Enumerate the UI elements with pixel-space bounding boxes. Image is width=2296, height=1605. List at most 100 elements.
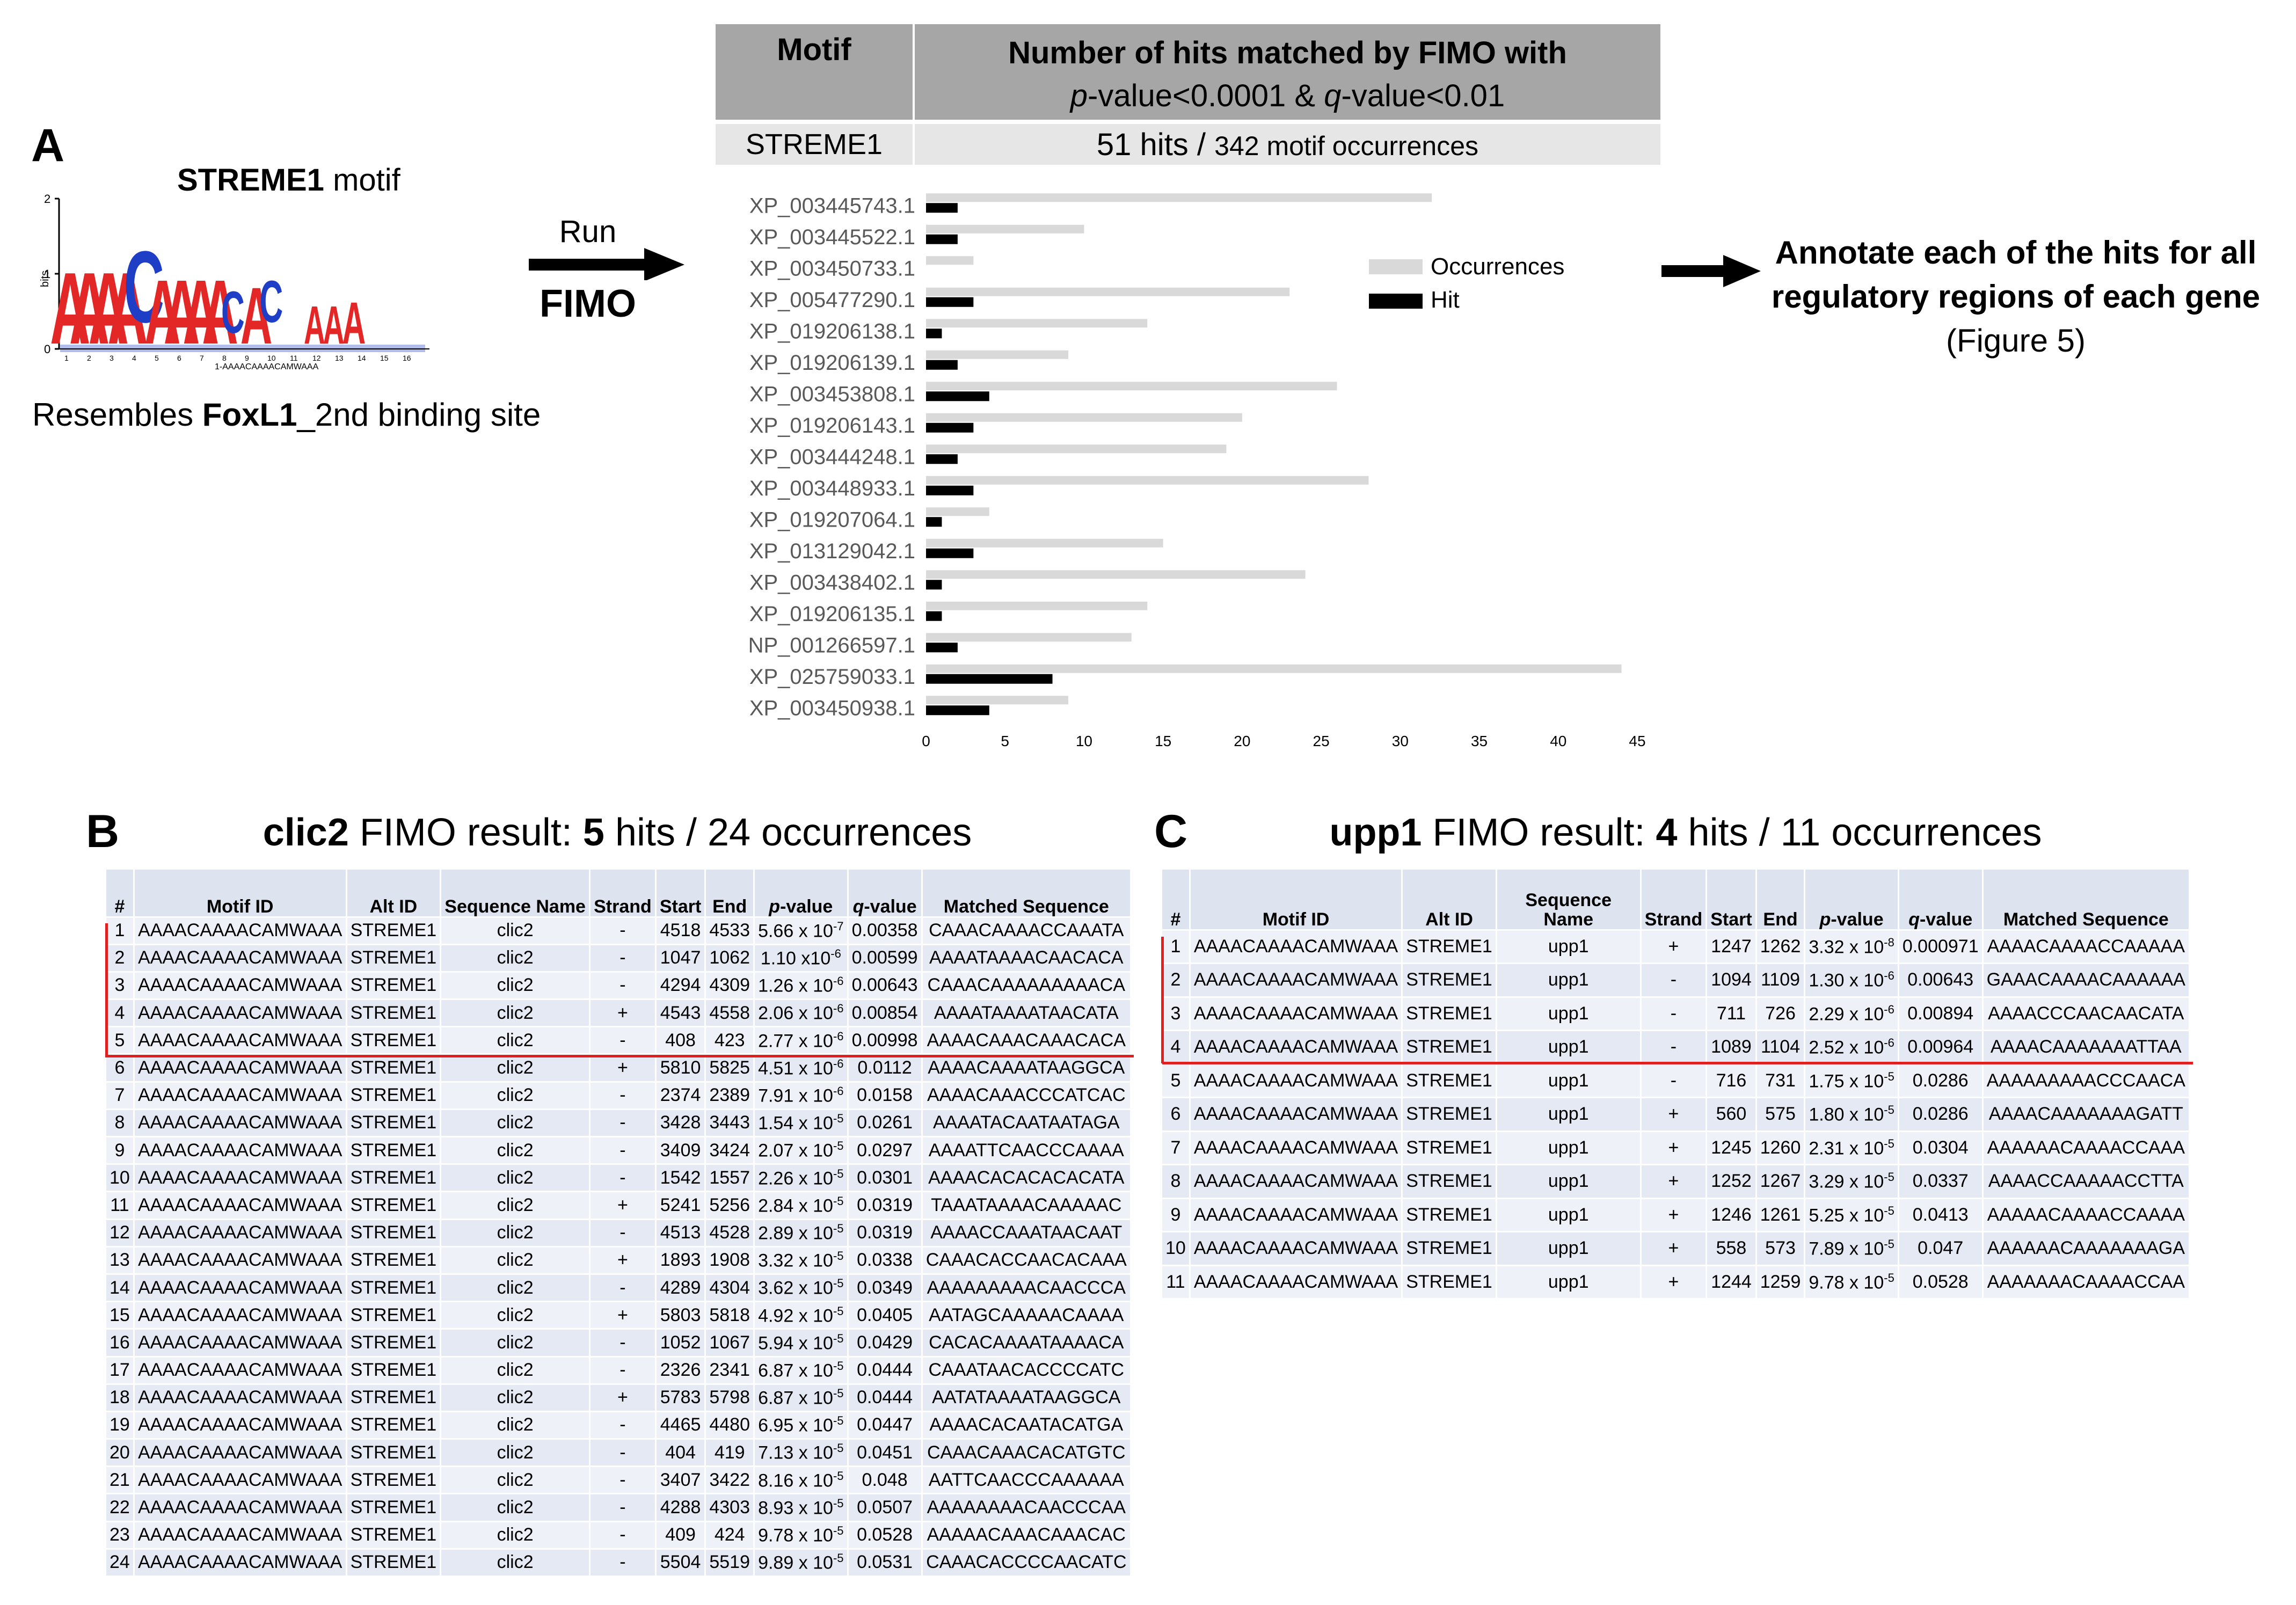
- table-cell: -: [589, 1082, 657, 1110]
- table-cell: AAAACAAAACAMWAAA: [134, 917, 347, 945]
- table-cell: clic2: [440, 1246, 591, 1275]
- table-cell: clic2: [440, 1274, 591, 1303]
- table-cell: 9.89 x 10-5: [754, 1549, 849, 1578]
- logo-letter-a2: A: [69, 252, 110, 366]
- table-cell: 5256: [705, 1191, 755, 1220]
- table-cell: 711: [1706, 997, 1757, 1031]
- table-cell: AAAAAACAAAACCAAA: [1982, 1131, 2191, 1165]
- table-cell: 0.0447: [848, 1411, 923, 1440]
- column-header: Motif ID: [1190, 870, 1403, 931]
- table-cell: STREME1: [346, 1109, 442, 1138]
- table-cell: clic2: [440, 917, 591, 945]
- panel-c-letter: C: [1154, 806, 1188, 857]
- table-cell: 8.16 x 10-5: [754, 1466, 849, 1495]
- x-tick-label: 10: [1076, 733, 1092, 749]
- clic2-fimo-table: # Motif ID Alt ID Sequence Name Strand Start E…: [106, 870, 1132, 1578]
- category-label: XP_019206138.1: [749, 319, 915, 343]
- table-cell: 3.32 x 10-8: [1804, 930, 1899, 964]
- table-cell: 0.0112: [848, 1054, 923, 1083]
- table-row: 6 AAAACAAAACAMWAAA STREME1 upp1 +560 575 1.80 …: [1162, 1097, 2191, 1132]
- table-cell: 2.07 x 10-5: [754, 1136, 849, 1165]
- table-cell: +: [1641, 1131, 1708, 1165]
- hit-bar: [926, 643, 958, 653]
- table-cell: STREME1: [346, 1439, 442, 1468]
- table-cell: AAAACAAACAAACACA: [922, 1026, 1132, 1055]
- column-header: Start: [1706, 870, 1757, 931]
- table-cell: -: [589, 1439, 657, 1468]
- table-cell: AAAACAAAACAMWAAA: [134, 1136, 347, 1165]
- table-cell: AAAACAAAACAMWAAA: [134, 1082, 347, 1110]
- table-row: 15 AAAACAAAACAMWAAA STREME1 clic2 +5803 5818 4…: [106, 1301, 1132, 1330]
- column-header: End: [705, 870, 755, 918]
- table-cell: 1261: [1756, 1198, 1806, 1232]
- table-cell: 11: [106, 1191, 135, 1220]
- table-cell: 1245: [1706, 1131, 1757, 1165]
- table-cell: STREME1: [1402, 1198, 1497, 1232]
- table-cell: AAAACAAAACAMWAAA: [134, 1549, 347, 1578]
- logo-letter-a11: A: [323, 296, 345, 356]
- table-cell: 423: [705, 1026, 755, 1055]
- hit-bar: [926, 674, 1053, 684]
- table-cell: AAAACAAACCCATCAC: [922, 1082, 1132, 1110]
- table-cell: clic2: [440, 1191, 591, 1220]
- column-header: Matched Sequence: [1982, 870, 2191, 931]
- table-cell: 0.00643: [1898, 963, 1984, 998]
- upp1-threshold-line: [1162, 1062, 2193, 1064]
- table-cell: clic2: [440, 1109, 591, 1138]
- logo-letter-a8: A: [202, 262, 238, 364]
- table-cell: 4518: [655, 917, 706, 945]
- table-cell: 7.89 x 10-5: [1804, 1231, 1899, 1266]
- table-cell: 6: [106, 1054, 135, 1083]
- table-cell: STREME1: [1402, 930, 1497, 964]
- table-cell: AAAAAACAAAAAAAGA: [1982, 1231, 2191, 1266]
- table-cell: 4289: [655, 1274, 706, 1303]
- panel-b-title: clic2 FIMO result: 5 hits / 24 occurrenc…: [263, 811, 972, 854]
- table-cell: 0.0286: [1898, 1064, 1984, 1098]
- occurrence-bar: [926, 570, 1306, 579]
- table-cell: 7.91 x 10-6: [754, 1082, 849, 1110]
- run-arrow-icon: [529, 248, 684, 280]
- table-cell: 2.06 x 10-6: [754, 999, 849, 1028]
- table-cell: 12: [106, 1219, 135, 1247]
- table-cell: -: [589, 1164, 657, 1193]
- panel-a-letter: A: [31, 120, 65, 171]
- table-cell: 1893: [655, 1246, 706, 1275]
- table-cell: 1.54 x 10-5: [754, 1109, 849, 1138]
- hit-bar: [926, 517, 942, 527]
- table-cell: 4533: [705, 917, 755, 945]
- table-cell: 2374: [655, 1082, 706, 1110]
- column-header: Strand: [1641, 870, 1708, 931]
- table-cell: 0.0528: [848, 1521, 923, 1550]
- table-cell: 1104: [1756, 1030, 1806, 1065]
- table-row: 8 AAAACAAAACAMWAAA STREME1 upp1 +1252 1267 3.2…: [1162, 1164, 2191, 1199]
- table-cell: 0.000971: [1898, 930, 1984, 964]
- table-cell: 8: [1162, 1164, 1191, 1199]
- table-cell: AAAACAAAACAMWAAA: [134, 1384, 347, 1412]
- table-cell: upp1: [1496, 1030, 1642, 1065]
- table-cell: 4: [106, 999, 135, 1028]
- logo-letter-a3: A: [89, 252, 129, 366]
- table-cell: 5: [106, 1026, 135, 1055]
- logo-xtick: 1: [64, 354, 69, 362]
- logo-xtick: 14: [358, 354, 366, 362]
- table-cell: AAAACAAAACAMWAAA: [134, 1191, 347, 1220]
- table-cell: +: [589, 1191, 657, 1220]
- table-cell: AAAACCCAACAACATA: [1982, 997, 2191, 1031]
- table-cell: 8.93 x 10-5: [754, 1493, 849, 1522]
- table-cell: AAAACAAAACAMWAAA: [134, 1356, 347, 1385]
- table-row: 16 AAAACAAAACAMWAAA STREME1 clic2-1052 1067 5…: [106, 1329, 1132, 1358]
- table-cell: 1.26 x 10-6: [754, 972, 849, 1001]
- annotate-arrow-icon: [1661, 255, 1761, 287]
- table-cell: 23: [106, 1521, 135, 1550]
- x-tick-label: 30: [1392, 733, 1409, 749]
- logo-letter-a6: A: [164, 262, 200, 364]
- table-cell: +: [1641, 1164, 1708, 1199]
- table-cell: 5241: [655, 1191, 706, 1220]
- table-cell: clic2: [440, 1466, 591, 1495]
- table-cell: AAAATTCAACCCAAAA: [922, 1136, 1132, 1165]
- table-row: 23 AAAACAAAACAMWAAA STREME1 clic2-409 424 9.7…: [106, 1521, 1132, 1550]
- table-cell: 5504: [655, 1549, 706, 1578]
- x-tick-label: 25: [1313, 733, 1330, 749]
- table-cell: AAAACAAAACAMWAAA: [134, 1411, 347, 1440]
- table-cell: -: [1641, 1064, 1708, 1098]
